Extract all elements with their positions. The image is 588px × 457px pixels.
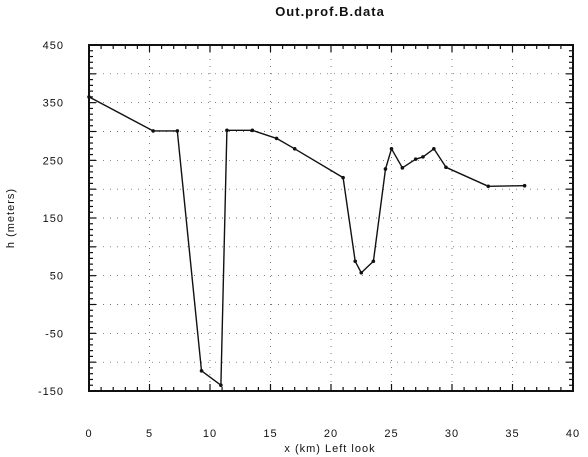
data-point: [389, 147, 394, 151]
x-tick-label: 15: [263, 428, 277, 440]
y-tick-label: 250: [43, 155, 64, 167]
axis-ticks: [88, 44, 574, 392]
data-point: [341, 175, 345, 180]
y-tick-label: 450: [43, 40, 64, 52]
x-tick-label: 40: [566, 428, 580, 440]
data-point: [522, 183, 527, 188]
x-tick-label: 10: [203, 428, 217, 440]
x-tick-label: 20: [324, 428, 338, 440]
y-tick-label: 350: [43, 98, 64, 110]
x-tick-label: 25: [384, 428, 398, 440]
data-point: [359, 270, 364, 275]
data-point: [400, 166, 405, 170]
y-tick-label: 150: [43, 213, 64, 225]
series-group: [87, 95, 527, 388]
x-tick-labels: 0 5 10 15 20 25 30 35 40: [85, 428, 580, 440]
grid: [89, 45, 573, 391]
data-point: [274, 136, 279, 141]
x-tick-label: 5: [146, 428, 153, 440]
data-point: [250, 128, 255, 133]
y-tick-labels: 450 350 250 150 50 -50 -150: [38, 40, 64, 398]
data-point: [383, 167, 388, 171]
data-point: [413, 157, 418, 161]
data-point: [175, 129, 180, 133]
x-axis-label: x (km) Left look: [284, 443, 375, 455]
series-line: [88, 96, 525, 386]
y-tick-label: -50: [45, 328, 64, 340]
chart-title: Out.prof.B.data: [275, 4, 385, 19]
data-point: [199, 369, 204, 373]
data-point: [353, 259, 358, 264]
data-point: [151, 129, 155, 133]
data-point: [219, 383, 223, 388]
data-point: [432, 147, 436, 151]
x-tick-label: 0: [85, 428, 92, 440]
x-tick-label: 35: [505, 428, 519, 440]
data-point: [87, 95, 91, 99]
data-point: [292, 147, 297, 151]
x-tick-label: 30: [445, 428, 459, 440]
data-point: [421, 155, 425, 159]
data-point: [225, 128, 229, 133]
y-tick-label: 50: [50, 271, 64, 283]
y-tick-label: -150: [38, 386, 64, 398]
data-point: [444, 165, 448, 170]
data-point: [486, 184, 491, 189]
y-axis-label: h (meters): [5, 188, 17, 248]
data-point: [371, 259, 376, 264]
